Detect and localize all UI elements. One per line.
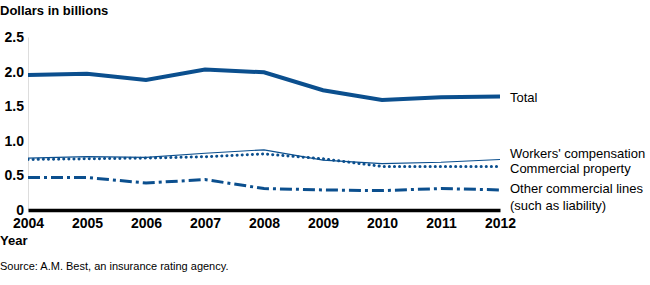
lines [28,70,500,191]
y-tick: 0.5 [5,167,28,183]
y-tick-label: 2.5 [5,29,25,45]
x-axis-line [29,209,501,213]
series-line [28,154,500,166]
source-note: Source: A.M. Best, an insurance rating a… [0,260,228,272]
x-tick-label: 2009 [308,215,339,231]
plot: 00.51.01.52.02.5200420052006200720082009… [5,29,517,231]
y-tick-label: 2.0 [5,64,25,80]
x-tick: 2006 [131,210,162,231]
x-tick-label: 2005 [72,215,103,231]
x-tick: 2004 [13,210,44,231]
x-axis-title: Year [0,233,27,248]
x-tick-label: 2011 [426,215,457,231]
y-tick: 1.5 [5,98,28,114]
y-axis-line [28,38,29,211]
series-line [28,177,500,190]
series-line [28,150,500,164]
y-tick: 1.0 [5,133,28,149]
y-tick: 2.0 [5,64,28,80]
y-tick-label: 0.5 [5,167,25,183]
series-label: Total [510,90,538,105]
x-tick: 2005 [72,210,103,231]
x-axis: 2004 2005 2006 2007 2008 2009 2010 2011 2012 [13,210,516,231]
chart: 00.51.01.52.02.5200420052006200720082009… [0,0,650,285]
y-axis: 00.51.01.52.02.5 [5,29,29,218]
series-label: Workers' compensation [510,146,645,161]
x-tick: 2012 [485,210,516,231]
x-tick: 2008 [249,210,280,231]
x-tick-label: 2010 [367,215,398,231]
series-label: Commercial property [510,161,631,176]
series-line [28,70,500,100]
series-labels: Total Workers' compensationCommercial pro… [510,90,645,213]
x-tick: 2007 [190,210,221,231]
x-tick: 2011 [426,210,457,231]
x-tick-label: 2004 [13,215,44,231]
x-tick-label: 2012 [485,215,516,231]
x-tick-label: 2007 [190,215,221,231]
y-axis-title: Dollars in billions [0,3,108,18]
y-tick: 2.5 [5,29,28,45]
y-tick-label: 1.0 [5,133,25,149]
x-tick-label: 2006 [131,215,162,231]
y-tick-label: 1.5 [5,98,25,114]
x-tick: 2009 [308,210,339,231]
x-tick: 2010 [367,210,398,231]
x-tick-label: 2008 [249,215,280,231]
series-label: Other commercial lines(such as liability… [510,181,643,213]
